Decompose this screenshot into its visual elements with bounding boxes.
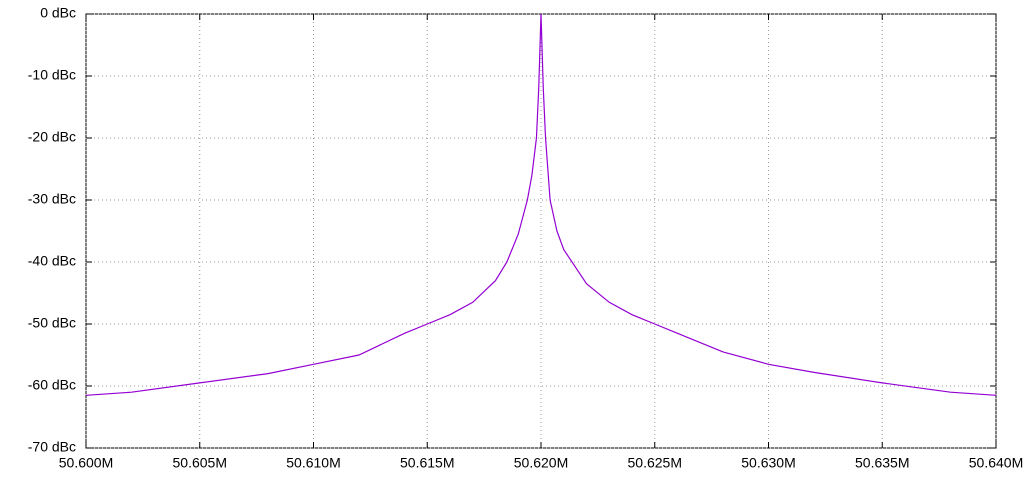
x-tick-label: 50.635M	[855, 455, 909, 471]
x-tick-label: 50.600M	[59, 455, 113, 471]
x-tick-label: 50.615M	[400, 455, 454, 471]
x-tick-label: 50.605M	[173, 455, 227, 471]
y-tick-label: -50 dBc	[28, 315, 76, 331]
spectrum-line	[85, 13, 997, 396]
x-tick-label: 50.640M	[969, 455, 1023, 471]
x-tick-label: 50.625M	[628, 455, 682, 471]
y-tick-label: -60 dBc	[28, 377, 76, 393]
y-tick-label: -20 dBc	[28, 129, 76, 145]
y-tick-label: -40 dBc	[28, 253, 76, 269]
y-tick-label: 0 dBc	[40, 5, 76, 21]
x-tick-label: 50.610M	[286, 455, 340, 471]
y-tick-label: -70 dBc	[28, 439, 76, 455]
x-tick-label: 50.620M	[514, 455, 568, 471]
x-tick-label: 50.630M	[741, 455, 795, 471]
y-tick-label: -10 dBc	[28, 67, 76, 83]
y-tick-label: -30 dBc	[28, 191, 76, 207]
